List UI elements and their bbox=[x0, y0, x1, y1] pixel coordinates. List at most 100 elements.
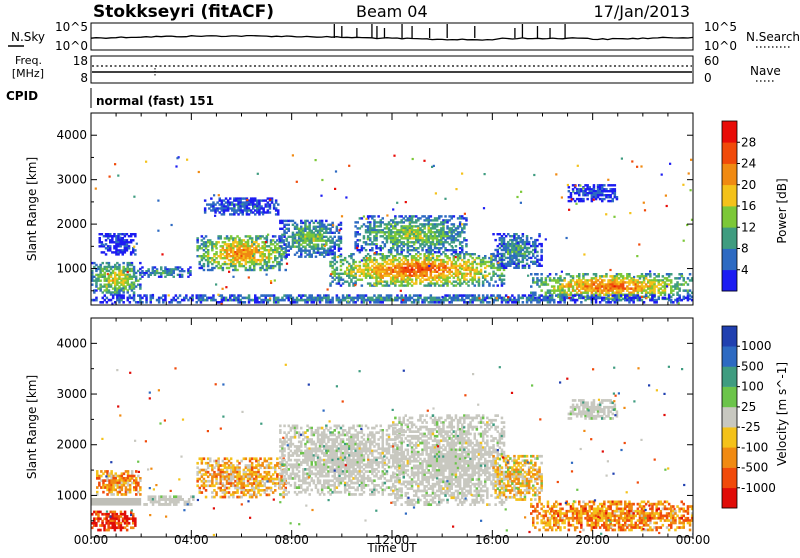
range-gate-cell bbox=[120, 529, 123, 532]
range-gate-cell bbox=[459, 235, 462, 237]
range-gate-cell bbox=[444, 215, 447, 217]
scatter-point bbox=[683, 240, 685, 242]
range-gate-cell bbox=[222, 269, 225, 271]
scatter-point bbox=[339, 229, 341, 231]
scatter-point bbox=[575, 185, 577, 187]
range-gate-cell bbox=[139, 479, 142, 482]
ground-scatter-band bbox=[91, 498, 141, 506]
range-gate-cell bbox=[463, 231, 466, 233]
range-gate-cell bbox=[645, 294, 648, 297]
range-gate-cell bbox=[158, 301, 161, 304]
range-gate-cell bbox=[528, 267, 531, 269]
range-gate-cell bbox=[112, 486, 115, 489]
range-gate-cell bbox=[384, 245, 387, 247]
range-gate-cell bbox=[555, 273, 558, 276]
colorbar-tick-label: 12 bbox=[741, 220, 756, 234]
scatter-point bbox=[157, 200, 159, 202]
range-gate-cell bbox=[359, 233, 362, 235]
scatter-point bbox=[400, 290, 402, 292]
range-gate-cell bbox=[415, 282, 418, 284]
range-gate-cell bbox=[129, 479, 132, 482]
range-gate-cell bbox=[382, 217, 385, 219]
power-heatmap bbox=[91, 154, 693, 307]
range-gate-cell bbox=[586, 273, 589, 276]
range-gate-cell bbox=[689, 273, 692, 276]
range-gate-cell bbox=[268, 261, 271, 263]
range-gate-cell bbox=[276, 243, 279, 245]
range-gate-cell bbox=[276, 239, 279, 241]
range-gate-cell bbox=[664, 297, 667, 300]
range-gate-cell bbox=[139, 262, 142, 264]
range-gate-cell bbox=[139, 278, 142, 280]
range-gate-cell bbox=[288, 224, 291, 226]
scatter-point bbox=[253, 206, 255, 208]
range-gate-cell bbox=[561, 294, 564, 297]
range-gate-cell bbox=[285, 269, 288, 271]
scatter-point bbox=[248, 276, 250, 278]
range-gate-cell bbox=[338, 232, 341, 234]
range-gate-cell bbox=[270, 257, 273, 259]
range-gate-cell bbox=[266, 269, 269, 271]
range-gate-cell bbox=[492, 284, 495, 286]
range-gate-cell bbox=[242, 213, 245, 215]
range-gate-cell bbox=[191, 294, 194, 297]
range-gate-cell bbox=[135, 493, 138, 496]
scatter-point bbox=[613, 216, 615, 218]
range-gate-cell bbox=[103, 526, 106, 529]
range-gate-cell bbox=[98, 477, 101, 480]
range-gate-cell bbox=[616, 294, 619, 297]
range-gate-cell bbox=[145, 301, 148, 304]
range-gate-cell bbox=[122, 297, 125, 300]
colorbar-segment bbox=[722, 249, 737, 271]
range-gate-cell bbox=[125, 486, 128, 489]
range-gate-cell bbox=[131, 470, 134, 473]
scatter-point bbox=[480, 259, 482, 261]
range-gate-cell bbox=[580, 301, 583, 304]
range-gate-cell bbox=[145, 294, 148, 297]
scatter-point bbox=[392, 208, 394, 210]
scatter-point bbox=[335, 170, 337, 172]
range-gate-cell bbox=[664, 294, 667, 297]
scatter-point bbox=[464, 213, 466, 215]
scatter-point bbox=[374, 252, 376, 254]
scatter-point bbox=[95, 188, 97, 190]
range-gate-cell bbox=[164, 294, 167, 297]
range-gate-cell bbox=[129, 294, 132, 297]
range-gate-cell bbox=[482, 294, 485, 297]
range-gate-cell bbox=[409, 294, 412, 297]
range-gate-cell bbox=[134, 517, 137, 520]
range-gate-cell bbox=[637, 294, 640, 297]
scatter-point bbox=[246, 199, 248, 201]
colorbar-tick-label: 28 bbox=[741, 135, 756, 149]
range-gate-cell bbox=[211, 249, 214, 251]
noise-right-tick-bottom: 10^0 bbox=[704, 39, 737, 53]
range-gate-cell bbox=[419, 294, 422, 297]
scatter-point bbox=[567, 184, 569, 186]
range-gate-cell bbox=[135, 477, 138, 480]
range-gate-cell bbox=[164, 299, 167, 302]
range-gate-cell bbox=[203, 265, 206, 267]
range-gate-cell bbox=[123, 472, 126, 475]
range-gate-cell bbox=[280, 259, 283, 261]
range-gate-cell bbox=[230, 255, 233, 257]
range-gate-cell bbox=[129, 491, 132, 494]
range-gate-cell bbox=[120, 511, 123, 514]
scatter-point bbox=[258, 249, 260, 251]
range-gate-cell bbox=[281, 248, 284, 250]
colorbar-tick-label: 8 bbox=[741, 242, 749, 256]
range-gate-cell bbox=[185, 294, 188, 297]
scatter-point bbox=[321, 245, 323, 247]
scatter-point bbox=[279, 247, 281, 249]
range-gate-cell bbox=[503, 269, 506, 271]
range-gate-cell bbox=[484, 257, 487, 259]
range-gate-cell bbox=[96, 472, 99, 475]
range-gate-cell bbox=[127, 472, 130, 475]
range-gate-cell bbox=[448, 294, 451, 297]
range-gate-cell bbox=[620, 294, 623, 297]
range-gate-cell bbox=[221, 294, 224, 297]
scatter-point bbox=[171, 224, 173, 226]
scatter-point bbox=[516, 196, 518, 198]
scatter-point bbox=[520, 202, 522, 204]
